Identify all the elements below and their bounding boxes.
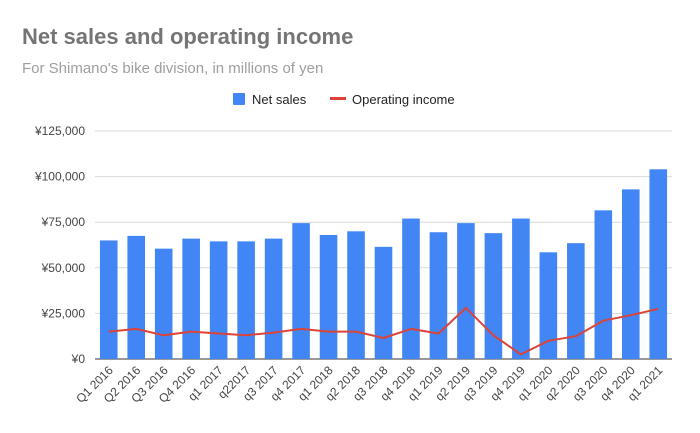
legend: Net sales Operating income — [233, 92, 455, 107]
bar-net-sales — [374, 246, 393, 359]
y-tick-label: ¥125,000 — [34, 124, 85, 138]
bar-net-sales — [182, 238, 200, 359]
chart-subtitle: For Shimano's bike division, in millions… — [22, 60, 324, 77]
line-operating-income — [108, 306, 659, 356]
bar-net-sales — [154, 248, 173, 359]
legend-label-net-sales: Net sales — [252, 92, 307, 107]
y-tick-label: ¥25,000 — [41, 306, 86, 320]
legend-swatch-operating-income — [330, 97, 346, 100]
legend-swatch-net-sales — [233, 93, 245, 105]
y-axis: ¥0 ¥25,000 ¥50,000 ¥75,000 ¥100,000 ¥125,000 — [34, 124, 85, 366]
bar-net-sales — [457, 223, 475, 359]
bar-net-sales — [99, 240, 118, 359]
bar-series-net-sales — [99, 169, 668, 359]
y-tick-label: ¥75,000 — [41, 215, 86, 229]
bar-net-sales — [512, 218, 530, 359]
bar-net-sales — [429, 232, 448, 359]
bar-net-sales — [621, 189, 640, 359]
line-series-operating-income — [108, 306, 659, 356]
legend-label-operating-income: Operating income — [352, 92, 455, 107]
bar-net-sales — [319, 234, 338, 359]
bar-net-sales — [292, 223, 310, 359]
bar-net-sales — [127, 235, 146, 359]
bar-net-sales — [347, 231, 365, 359]
bar-net-sales — [484, 233, 503, 359]
y-tick-label: ¥50,000 — [41, 261, 86, 275]
bar-net-sales — [649, 169, 668, 359]
bar-net-sales — [209, 241, 228, 359]
chart-title: Net sales and operating income — [22, 24, 354, 49]
bar-net-sales — [237, 241, 255, 359]
y-tick-label: ¥100,000 — [34, 170, 85, 184]
bar-net-sales — [567, 243, 585, 359]
bar-net-sales — [539, 252, 558, 359]
y-tick-label: ¥0 — [71, 352, 86, 366]
bar-net-sales — [402, 218, 420, 359]
bar-net-sales — [264, 238, 283, 359]
bar-net-sales — [594, 210, 613, 359]
